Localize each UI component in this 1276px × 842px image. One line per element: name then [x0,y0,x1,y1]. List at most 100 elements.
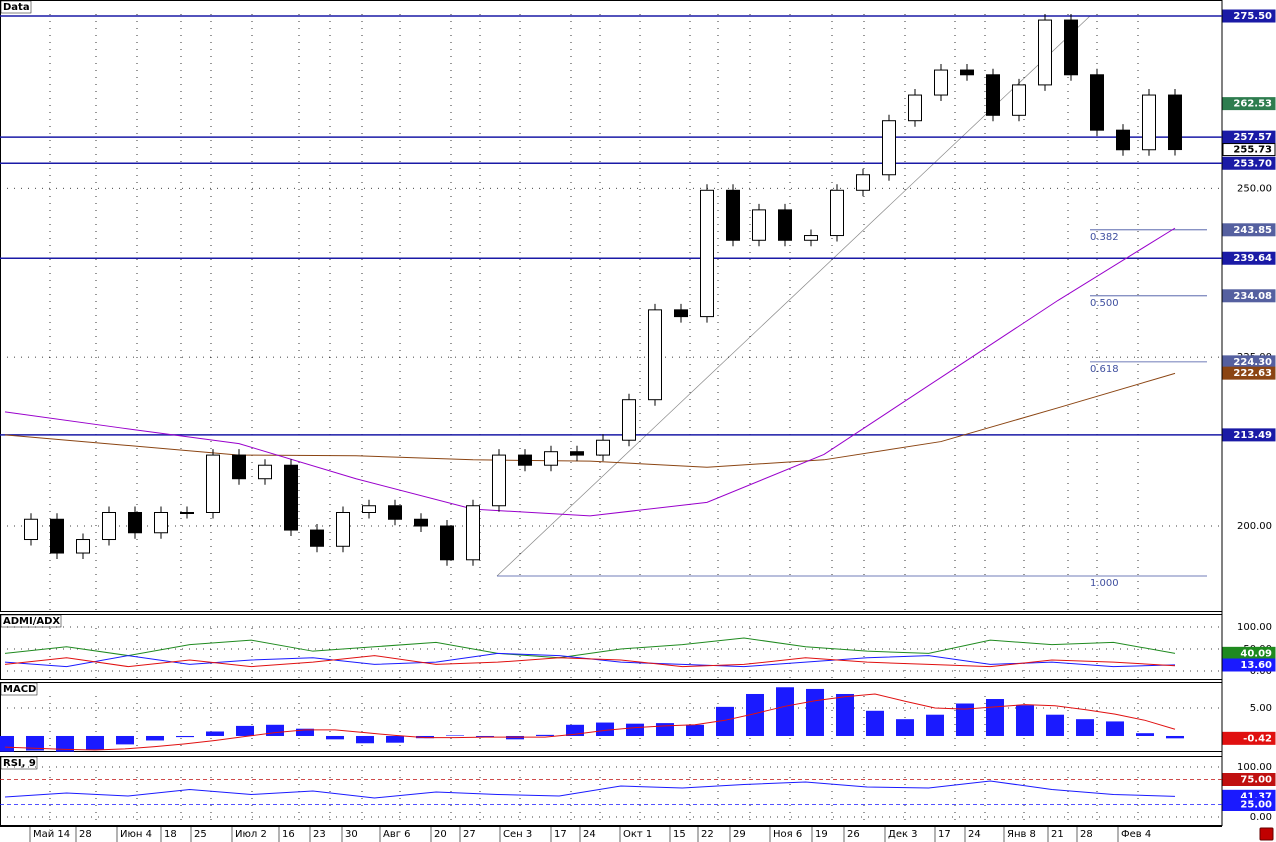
price-marker [1222,773,1276,786]
macd-bar [1166,735,1184,739]
macd-bar [446,735,464,736]
candle [1012,84,1026,116]
macd-bar [356,735,374,744]
title-box [0,756,38,770]
candle [232,454,246,480]
macd-bar [1076,719,1094,736]
macd-bar [686,724,704,736]
macd-bar [116,735,134,745]
price-marker-label: 25.00 [1240,800,1272,811]
pane-title: Data [3,2,30,13]
macd-bar [896,719,914,736]
scroll-button[interactable] [1259,827,1274,841]
price-marker [1222,658,1276,672]
candle [362,505,376,513]
macd-bar [146,735,164,741]
candle [518,454,532,466]
candle [492,454,506,507]
y-tick-label: 200.00 [1237,521,1272,532]
date-label: 24 [583,829,596,840]
macd-bar [56,735,74,752]
candle [128,511,142,534]
date-label: 28 [79,829,92,840]
price-marker [1222,251,1276,265]
price-marker [1222,428,1276,442]
macd-bar [806,688,824,736]
date-label: 22 [701,829,714,840]
price-marker [1222,366,1276,380]
macd-bar [236,725,254,736]
candle [284,464,298,531]
macd-bar [206,731,224,736]
price-marker [1222,97,1276,111]
ma-purple [4,227,1176,517]
date-label: Май 14 [33,829,70,840]
macd-bar [386,735,404,743]
date-label: Янв 8 [1007,829,1036,840]
candle [466,505,480,561]
price-marker [1222,731,1276,745]
date-label: Июн 4 [120,829,152,840]
date-label: 30 [345,829,358,840]
candle [50,518,64,554]
candle [674,309,688,318]
title-box [0,0,32,14]
fib-label: 1.000 [1090,578,1119,589]
price-marker [1222,143,1276,157]
date-label: 24 [968,829,981,840]
macd-bar [476,735,494,738]
price-marker-label: 75.00 [1240,775,1272,786]
candle [752,209,766,241]
macd-bar [1016,705,1034,736]
price-marker-label: 255.73 [1233,145,1272,156]
candle [1116,129,1130,151]
candle [856,174,870,191]
rsi-line [4,780,1176,799]
pane-title: ADMI/ADX [3,616,60,627]
macd-bar [266,724,284,736]
macd-bar [26,735,44,751]
candle [206,454,220,513]
macd-bar [86,735,104,750]
macd-bar [956,703,974,736]
y-tick-label: 100.00 [1237,762,1272,773]
macd-bar [1046,714,1064,736]
date-label: Фев 4 [1121,829,1151,840]
price-marker-label: 257.57 [1233,132,1272,143]
macd-bar [566,724,584,736]
date-label: Авг 6 [383,829,411,840]
candle [76,539,90,554]
candle [258,464,272,480]
price-marker [1222,156,1276,170]
price-marker-label: 224.30 [1233,357,1272,368]
macd-bar [746,693,764,736]
y-tick-label: 0.00 [1250,812,1272,823]
price-marker-label: 13.60 [1240,660,1272,671]
date-label: 23 [313,829,326,840]
title-box [0,614,62,628]
macd-bar [0,735,14,752]
candle [960,69,974,76]
y-tick-label: 100.00 [1237,622,1272,633]
candle [154,511,168,534]
title-box [0,682,38,696]
fib-label: 0.618 [1090,364,1119,375]
candle [414,518,428,527]
date-label: Дек 3 [888,829,918,840]
date-label: 21 [1051,829,1064,840]
date-label: Сен 3 [503,829,532,840]
pane-title: MACD [3,684,36,695]
date-label: 27 [463,829,476,840]
price-marker [1222,289,1276,303]
macd-bar [506,735,524,740]
macd-signal [4,693,1176,751]
ma-brown [4,372,1176,468]
date-label: 25 [194,829,207,840]
price-marker-label: 239.64 [1233,253,1272,264]
candle [388,505,402,520]
candle [1142,94,1156,151]
candle [1090,74,1104,131]
date-label: 17 [554,829,567,840]
date-label: Ноя 6 [773,829,802,840]
price-marker [1222,798,1276,811]
